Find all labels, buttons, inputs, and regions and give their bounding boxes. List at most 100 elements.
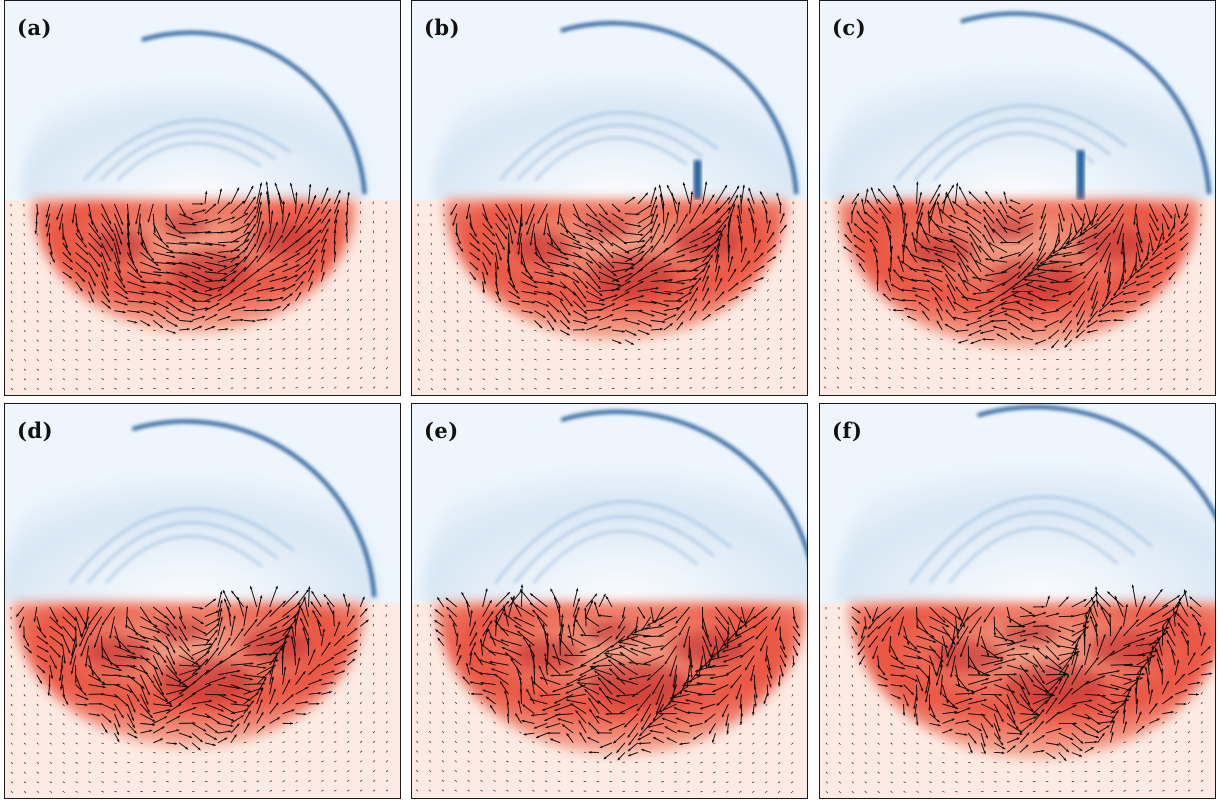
velocity-arrow	[503, 612, 522, 627]
velocity-arrow	[430, 233, 432, 236]
velocity-arrow	[1156, 232, 1163, 250]
velocity-arrow	[791, 761, 794, 765]
velocity-arrow	[825, 230, 827, 234]
velocity-arrow	[139, 664, 155, 684]
arrow-head	[233, 270, 237, 274]
velocity-arrow	[741, 328, 744, 331]
velocity-arrow	[916, 191, 922, 214]
velocity-arrow	[114, 752, 117, 754]
velocity-arrow	[429, 653, 432, 656]
arrow-head	[655, 287, 659, 290]
arrow-head	[873, 248, 876, 252]
velocity-arrow	[637, 310, 655, 317]
velocity-arrow	[1173, 320, 1176, 323]
velocity-arrow	[359, 240, 362, 243]
arrow-head	[233, 652, 237, 656]
velocity-arrow	[269, 585, 278, 608]
arrow-head	[758, 239, 761, 243]
arrow-head	[79, 643, 82, 647]
arrow-head	[679, 742, 683, 746]
velocity-arrow	[611, 304, 629, 312]
velocity-arrow	[1002, 227, 1021, 234]
velocity-arrow	[956, 626, 969, 646]
arrow-head	[920, 222, 923, 226]
arrow-head	[608, 728, 612, 731]
velocity-arrow	[125, 606, 128, 629]
arrow-head	[626, 635, 630, 639]
velocity-arrow	[321, 308, 324, 311]
arrow-head	[243, 256, 247, 260]
velocity-arrow	[1160, 378, 1163, 381]
arrow-head	[1018, 623, 1022, 626]
velocity-arrow	[347, 779, 350, 782]
velocity-arrow	[744, 655, 755, 671]
arrow-head	[1124, 300, 1128, 304]
velocity-arrow	[152, 232, 170, 248]
arrow-head	[80, 237, 84, 241]
velocity-arrow	[739, 781, 742, 784]
velocity-arrow	[359, 672, 362, 676]
velocity-arrow	[538, 665, 548, 685]
arrow-head	[725, 672, 729, 676]
arrow-head	[205, 658, 209, 662]
velocity-arrow	[1083, 213, 1098, 232]
velocity-arrow	[534, 261, 554, 272]
arrow-head	[584, 321, 588, 325]
filament	[895, 104, 1128, 181]
velocity-arrow	[269, 780, 273, 782]
velocity-arrow	[739, 752, 742, 755]
velocity-arrow	[482, 349, 485, 352]
velocity-arrow	[521, 339, 524, 342]
velocity-arrow	[321, 318, 324, 321]
velocity-arrow	[1161, 213, 1170, 230]
arrow-head	[652, 257, 656, 261]
arrow-head	[298, 291, 302, 295]
velocity-arrow	[467, 692, 470, 695]
arrow-head	[669, 278, 673, 282]
velocity-arrow	[567, 624, 574, 646]
arrow-head	[270, 259, 274, 262]
velocity-arrow	[1100, 606, 1111, 627]
arrow-head	[295, 192, 298, 195]
arrow-head	[708, 665, 712, 669]
velocity-arrow	[727, 255, 733, 272]
arrow-head	[701, 269, 705, 272]
velocity-arrow	[36, 329, 39, 333]
arrow-head	[1087, 287, 1091, 291]
arrow-head	[151, 680, 154, 684]
velocity-arrow	[672, 665, 678, 688]
arrow-head	[764, 209, 768, 213]
velocity-arrow	[1186, 262, 1189, 265]
velocity-arrow	[544, 761, 548, 763]
velocity-arrow	[531, 760, 535, 763]
velocity-arrow	[633, 625, 651, 634]
velocity-arrow	[927, 338, 930, 341]
velocity-arrow	[1050, 281, 1072, 284]
velocity-arrow	[778, 694, 781, 697]
arrow-head	[223, 255, 227, 259]
arrow-head	[1076, 314, 1079, 318]
velocity-arrow	[482, 242, 494, 256]
velocity-arrow	[962, 279, 982, 292]
arrow-head	[853, 223, 857, 227]
arrow-head	[1166, 627, 1170, 630]
velocity-arrow	[347, 367, 350, 370]
arrow-head	[1056, 644, 1060, 648]
velocity-arrow	[849, 386, 853, 389]
velocity-arrow	[1072, 291, 1086, 308]
velocity-arrow	[958, 186, 969, 205]
velocity-arrow	[759, 635, 768, 652]
arrow-head	[753, 615, 757, 619]
arrow-head	[1163, 632, 1167, 636]
velocity-arrow	[791, 723, 794, 726]
dense-clump	[986, 216, 1036, 241]
arrow-head	[643, 662, 647, 665]
velocity-arrow	[1134, 378, 1137, 381]
velocity-arrow	[916, 655, 935, 665]
arrow-head	[561, 623, 565, 627]
velocity-arrow	[560, 261, 582, 270]
velocity-arrow	[385, 653, 388, 656]
velocity-field	[10, 181, 389, 391]
arrow-head	[584, 607, 587, 611]
arrow-head	[616, 749, 620, 753]
